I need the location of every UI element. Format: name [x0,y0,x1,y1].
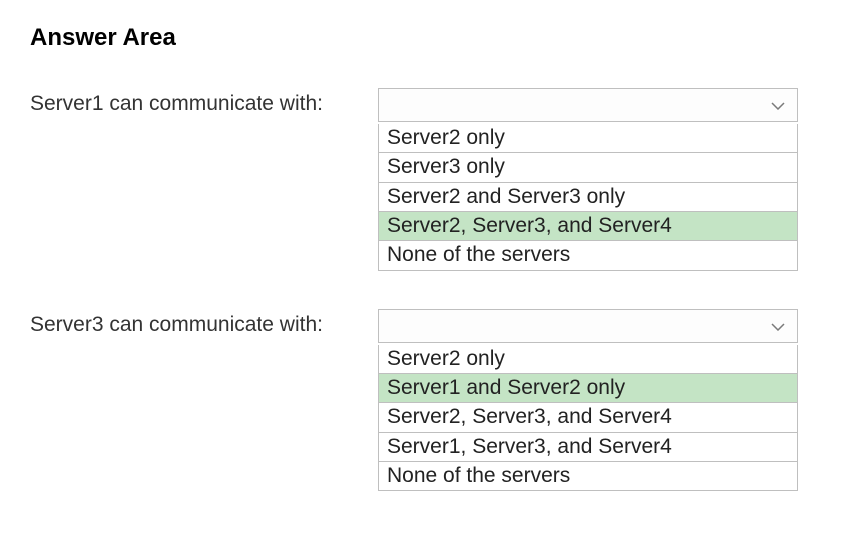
chevron-down-icon [771,97,785,113]
question-2-label: Server3 can communicate with: [30,309,378,337]
q1-option-3[interactable]: Server2, Server3, and Server4 [379,211,797,240]
q2-option-4[interactable]: None of the servers [379,461,797,490]
q2-option-2[interactable]: Server2, Server3, and Server4 [379,402,797,431]
q2-option-3[interactable]: Server1, Server3, and Server4 [379,432,797,461]
chevron-down-icon [771,318,785,334]
question-1-options: Server2 only Server3 only Server2 and Se… [378,124,798,271]
q2-option-1[interactable]: Server1 and Server2 only [379,373,797,402]
q1-option-1[interactable]: Server3 only [379,152,797,181]
q1-option-0[interactable]: Server2 only [379,124,797,152]
q2-option-0[interactable]: Server2 only [379,345,797,373]
question-2-options: Server2 only Server1 and Server2 only Se… [378,345,798,492]
q1-option-4[interactable]: None of the servers [379,240,797,269]
page-title: Answer Area [30,24,827,52]
question-2: Server3 can communicate with: Server2 on… [30,309,827,492]
question-1: Server1 can communicate with: Server2 on… [30,88,827,271]
question-1-label: Server1 can communicate with: [30,88,378,116]
question-1-answer-column: Server2 only Server3 only Server2 and Se… [378,88,798,271]
question-1-select[interactable] [378,88,798,122]
q1-option-2[interactable]: Server2 and Server3 only [379,182,797,211]
question-2-answer-column: Server2 only Server1 and Server2 only Se… [378,309,798,492]
question-2-select[interactable] [378,309,798,343]
